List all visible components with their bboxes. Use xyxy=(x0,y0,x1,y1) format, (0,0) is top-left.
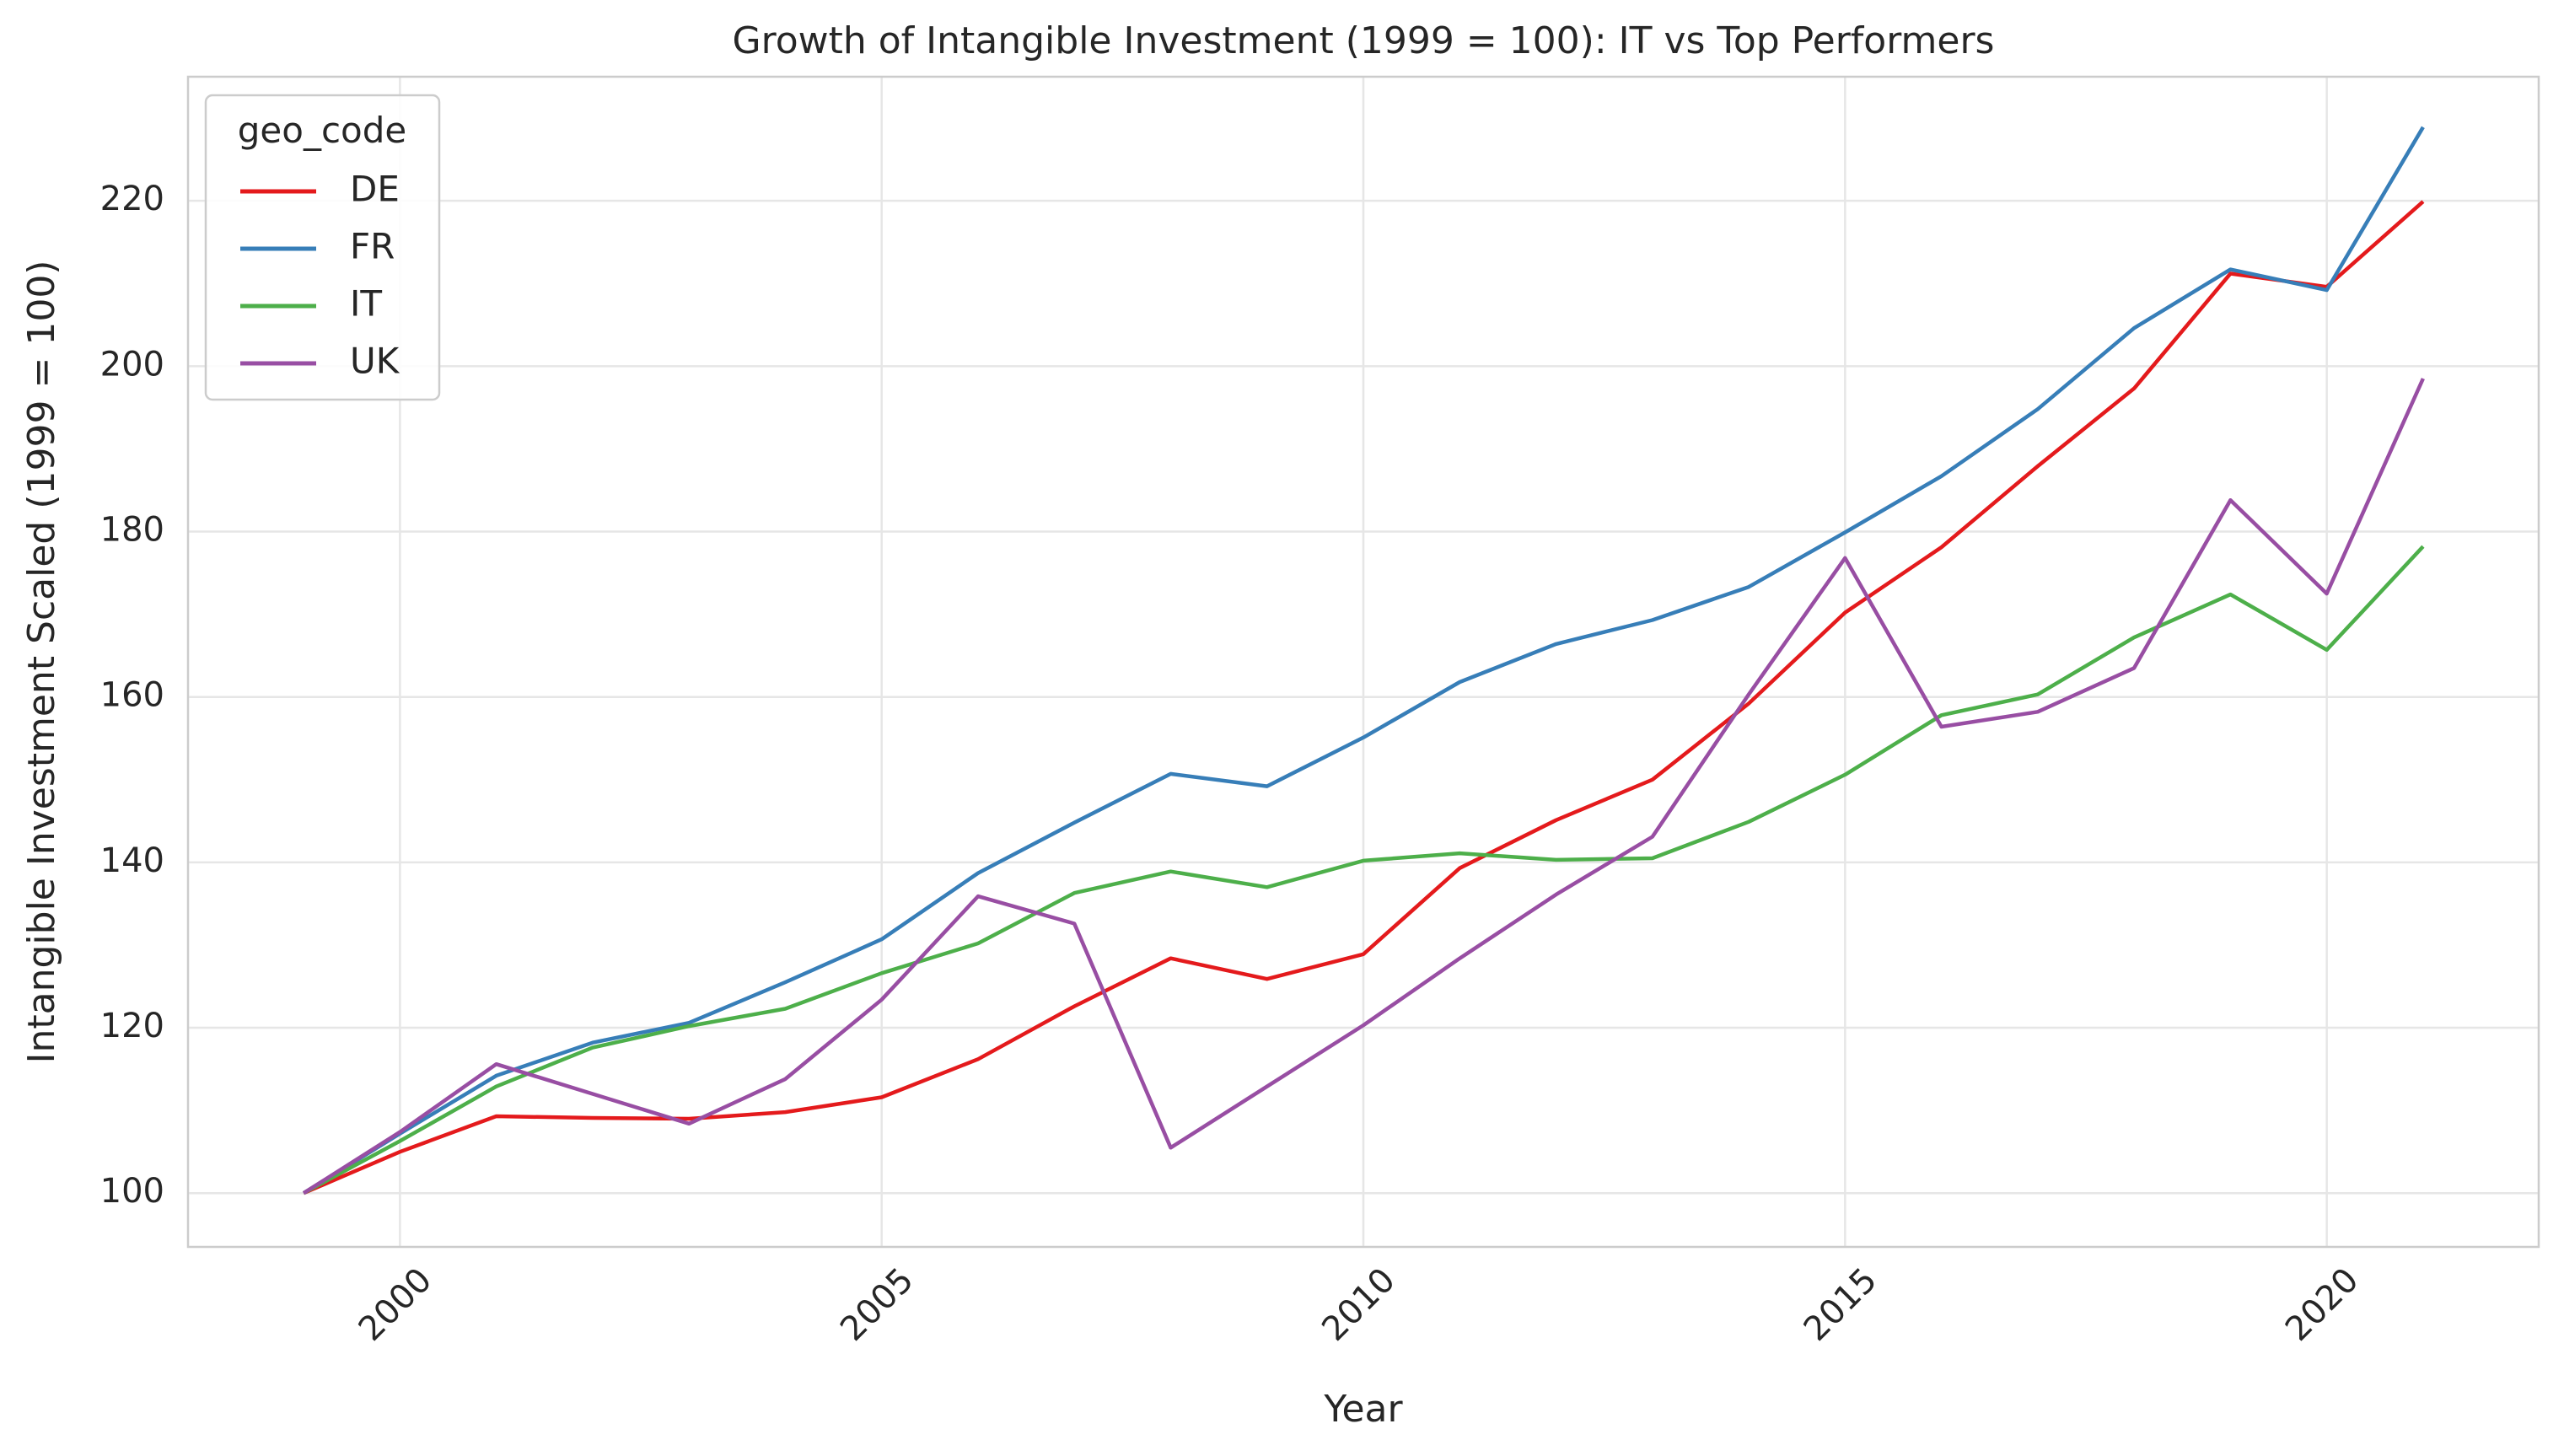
x-axis-ticks: 2000 2005 2010 2015 2020 xyxy=(352,1260,2367,1349)
x-tick-label: 2015 xyxy=(1797,1260,1885,1349)
legend: geo_code DE FR IT UK xyxy=(204,94,441,401)
series-line-de xyxy=(303,200,2425,1195)
x-tick-label: 2000 xyxy=(352,1260,440,1349)
x-tick-label: 2010 xyxy=(1314,1260,1403,1349)
series-lines xyxy=(302,126,2425,1195)
y-tick-label: 140 xyxy=(100,841,164,880)
grid-lines xyxy=(188,77,2539,1247)
series-line-it xyxy=(303,545,2425,1195)
plot-frame xyxy=(186,75,2540,1249)
legend-label-uk: UK xyxy=(350,341,400,382)
chart-title: Growth of Intangible Investment (1999 = … xyxy=(733,19,1995,62)
x-tick-label: 2005 xyxy=(833,1260,922,1349)
y-tick-label: 160 xyxy=(100,676,164,715)
legend-label-de: DE xyxy=(350,169,400,210)
y-tick-label: 200 xyxy=(100,345,164,384)
legend-label-fr: FR xyxy=(350,226,395,267)
y-tick-label: 100 xyxy=(100,1172,164,1211)
y-axis-ticks: 100 120 140 160 180 200 220 xyxy=(100,180,164,1211)
y-tick-label: 180 xyxy=(100,511,164,550)
x-axis-label: Year xyxy=(1323,1388,1403,1431)
y-tick-label: 120 xyxy=(100,1007,164,1045)
y-axis-label: Intangible Investment Scaled (1999 = 100… xyxy=(20,261,63,1064)
series-line-fr xyxy=(302,126,2425,1195)
legend-title: geo_code xyxy=(238,110,406,151)
series-line-uk xyxy=(302,378,2425,1195)
y-tick-label: 220 xyxy=(100,180,164,218)
legend-box xyxy=(204,94,441,401)
x-tick-label: 2020 xyxy=(2278,1260,2367,1349)
legend-label-it: IT xyxy=(350,283,382,325)
